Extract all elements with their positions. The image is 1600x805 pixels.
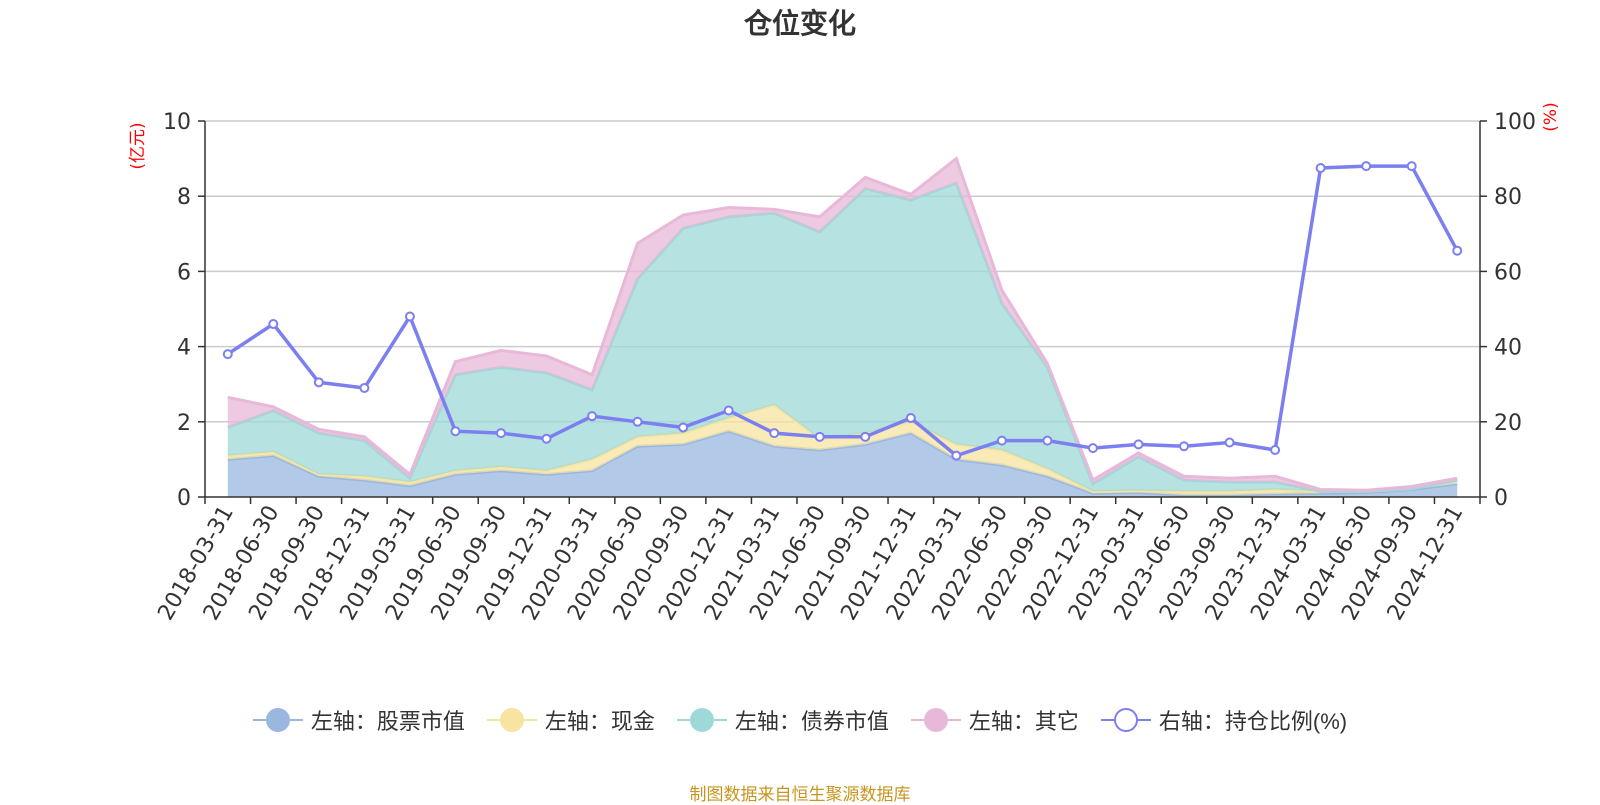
legend-cash-swatch-icon bbox=[486, 707, 537, 733]
left-axis-tick-label: 0 bbox=[177, 486, 191, 511]
ratio-data-point bbox=[1179, 441, 1190, 452]
ratio-line-path bbox=[226, 164, 1459, 458]
legend-item-other[interactable]: 左轴：其它 bbox=[910, 704, 1079, 736]
ratio-data-point bbox=[632, 416, 643, 427]
legend-item-stock[interactable]: 左轴：股票市值 bbox=[252, 704, 465, 736]
ratio-data-point bbox=[587, 411, 598, 422]
area-edge-line bbox=[227, 156, 1458, 492]
right-axis-tick-label: 40 bbox=[1494, 336, 1522, 361]
ratio-data-point bbox=[1270, 445, 1281, 455]
legend-bond-swatch-icon bbox=[676, 707, 727, 733]
legend-cash-label: 左轴：现金 bbox=[544, 709, 655, 734]
ratio-data-point bbox=[313, 377, 324, 388]
ratio-data-point bbox=[1133, 439, 1144, 450]
ratio-data-point bbox=[404, 311, 415, 322]
right-axis-tick-label: 20 bbox=[1494, 411, 1522, 436]
ratio-data-point bbox=[541, 433, 552, 444]
ratio-data-point bbox=[359, 382, 370, 393]
area-band bbox=[227, 183, 1458, 492]
ratio-data-point bbox=[723, 405, 734, 416]
holding-ratio-line bbox=[222, 161, 1463, 461]
ratio-data-point bbox=[268, 319, 279, 330]
chart-title: 仓位变化 bbox=[744, 7, 856, 40]
legend-stock-swatch-icon bbox=[252, 707, 303, 733]
ratio-data-point bbox=[905, 413, 916, 424]
ratio-data-point bbox=[1224, 437, 1235, 448]
ratio-data-point bbox=[495, 428, 506, 439]
stacked-areas bbox=[227, 156, 1458, 497]
right-axis-tick-label: 80 bbox=[1494, 185, 1522, 210]
ratio-data-point bbox=[769, 428, 780, 439]
ratio-data-point bbox=[678, 422, 689, 433]
legend-bond-label: 左轴：债券市值 bbox=[734, 709, 889, 734]
ratio-data-point bbox=[860, 431, 871, 442]
legend-ratio-label: 右轴：持仓比例(%) bbox=[1158, 709, 1348, 734]
legend-item-ratio[interactable]: 右轴：持仓比例(%) bbox=[1100, 704, 1348, 736]
ratio-data-point bbox=[450, 426, 461, 437]
right-axis-tick-label: 100 bbox=[1494, 110, 1536, 135]
legend-item-bond[interactable]: 左轴：债券市值 bbox=[676, 704, 889, 736]
ratio-data-point bbox=[1452, 245, 1463, 256]
left-axis-tick-label: 6 bbox=[177, 260, 191, 285]
right-axis-tick-label: 60 bbox=[1494, 260, 1522, 285]
ratio-data-point bbox=[1087, 443, 1098, 454]
left-axis-unit: (亿元) bbox=[128, 122, 148, 169]
ratio-data-point bbox=[1042, 435, 1053, 446]
legend: 左轴：股票市值 左轴：现金 左轴：债券市值 左轴：其它 右轴：持仓比例(%) bbox=[0, 702, 1600, 738]
legend-other-label: 左轴：其它 bbox=[968, 709, 1079, 734]
left-axis-tick-label: 8 bbox=[177, 185, 191, 210]
ratio-data-point bbox=[1406, 161, 1417, 172]
legend-stock-label: 左轴：股票市值 bbox=[310, 709, 465, 734]
ratio-data-point bbox=[996, 435, 1007, 446]
left-axis-tick-label: 10 bbox=[163, 110, 191, 135]
ratio-data-point bbox=[222, 349, 233, 360]
ratio-data-point bbox=[814, 431, 825, 442]
right-axis-tick-label: 0 bbox=[1494, 486, 1508, 511]
left-axis-tick-label: 4 bbox=[177, 336, 191, 361]
area-band bbox=[227, 431, 1458, 497]
data-source-note: 制图数据来自恒生聚源数据库 bbox=[689, 785, 911, 804]
ratio-data-point bbox=[1315, 163, 1326, 173]
area-band bbox=[227, 404, 1458, 496]
left-axis-tick-label: 2 bbox=[177, 411, 191, 436]
legend-other-swatch-icon bbox=[910, 707, 961, 733]
legend-item-cash[interactable]: 左轴：现金 bbox=[486, 704, 655, 736]
ratio-data-point bbox=[1361, 161, 1372, 172]
legend-ratio-swatch-icon bbox=[1100, 707, 1151, 733]
right-axis-unit: (%) bbox=[1541, 102, 1561, 131]
ratio-data-point bbox=[951, 450, 962, 461]
